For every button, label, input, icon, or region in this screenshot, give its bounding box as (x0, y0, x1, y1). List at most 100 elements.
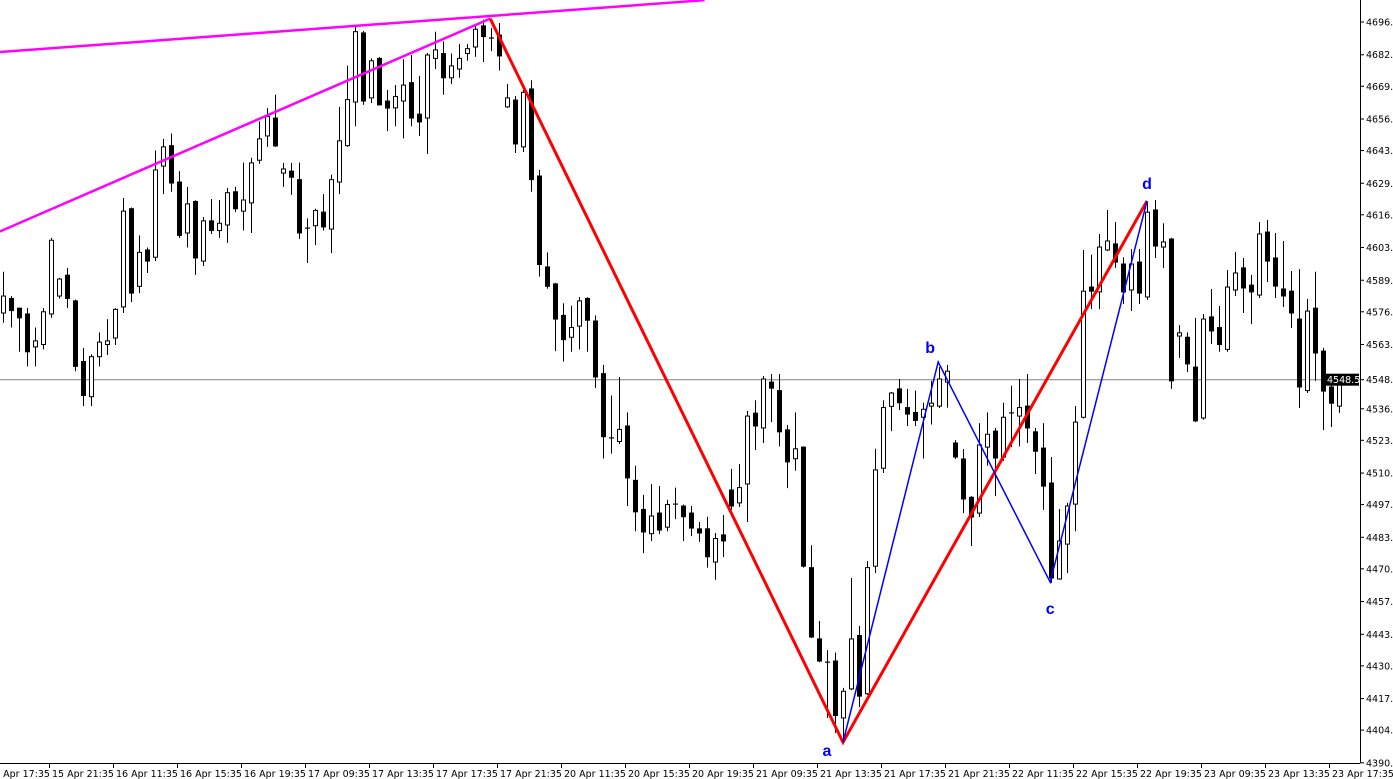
candle-body-bear (377, 57, 382, 106)
trendline (0, 0, 705, 54)
candle (385, 89, 390, 132)
candle-body-bear (65, 274, 70, 299)
candle (681, 504, 686, 541)
candle-body-bear (1265, 231, 1270, 262)
candle (609, 395, 614, 454)
candle-body-bear (9, 297, 14, 312)
candle (953, 440, 958, 459)
candle (481, 19, 486, 63)
candle-body-bull (113, 308, 118, 339)
candle (185, 186, 190, 248)
y-tick-label: 4656.0 (1366, 115, 1393, 126)
candle (369, 58, 374, 103)
candle-body-bear (657, 512, 662, 531)
candle-body-bull (745, 415, 750, 485)
candle (1, 271, 6, 323)
candle (1289, 271, 1294, 329)
candle-body-bear (777, 390, 782, 433)
candle-body-bull (57, 278, 62, 297)
candle-body-bear (961, 458, 966, 500)
candle (177, 171, 182, 238)
candle-body-bear (1153, 209, 1158, 247)
candle-body-bear (857, 635, 862, 697)
candle (665, 499, 670, 532)
x-tick-label: 21 Apr 13:35 (820, 769, 882, 779)
candle-body-bull (1097, 246, 1102, 293)
candle (209, 199, 214, 234)
candle-body-bull (1057, 540, 1062, 580)
candle-body-bear (697, 528, 702, 534)
candle (593, 315, 598, 389)
candle (17, 307, 22, 352)
candle (105, 319, 110, 355)
candle (233, 186, 238, 213)
candle (553, 282, 558, 352)
candle (585, 297, 590, 352)
candle (377, 57, 382, 106)
candle (1041, 423, 1046, 510)
candle-body-bear (993, 430, 998, 459)
candle-body-bear (769, 381, 774, 389)
candle (345, 65, 350, 147)
y-tick-label: 4548.5 (1366, 375, 1393, 386)
candle-body-bear (273, 117, 278, 147)
candle (857, 625, 862, 708)
candle-body-bull (257, 138, 262, 161)
candle (809, 545, 814, 638)
x-tick-label: 21 Apr 17:35 (884, 769, 946, 779)
candle (833, 652, 838, 734)
y-tick-label: 4669.5 (1366, 82, 1393, 93)
candle (769, 374, 774, 423)
candle-body-bear (1049, 482, 1054, 579)
candle-body-bear (145, 249, 150, 262)
candle (721, 515, 726, 557)
candle (537, 169, 542, 277)
trendline (0, 17, 491, 233)
candle (1049, 457, 1054, 583)
candle-body-bull (353, 31, 358, 103)
candle (1033, 427, 1038, 475)
candle (889, 392, 894, 432)
candle (417, 76, 422, 136)
candle-body-bear (1273, 257, 1278, 287)
candle (425, 53, 430, 154)
x-tick-label: 17 Apr 13:35 (372, 769, 434, 779)
candle-body-bull (737, 487, 742, 504)
x-tick-label: 16 Apr 11:35 (116, 769, 178, 779)
candle-body-bear (1281, 288, 1286, 297)
y-tick-label: 4536.5 (1366, 404, 1393, 415)
candle-body-bull (577, 300, 582, 327)
candle-body-bull (241, 199, 246, 212)
candle-body-bull (1, 295, 6, 314)
candle (217, 199, 222, 238)
candle (393, 85, 398, 127)
candle-body-bull (281, 168, 286, 174)
candle (601, 364, 606, 459)
candle-body-bear (833, 660, 838, 717)
candle (1273, 232, 1278, 298)
candle-body-bull (433, 49, 438, 59)
candle-body-bear (481, 25, 486, 38)
candle-body-bull (649, 515, 654, 535)
candle-body-bull (249, 162, 254, 204)
candle-body-bear (809, 567, 814, 638)
candle (433, 31, 438, 70)
candle (529, 80, 534, 192)
candle (1105, 209, 1110, 252)
x-tick-label: 20 Apr 11:35 (564, 769, 626, 779)
current-price-label: 4548.5 (1327, 375, 1360, 386)
candle-body-bull (1305, 310, 1310, 392)
candle-body-bear (1193, 366, 1198, 422)
candle (1241, 257, 1246, 313)
candle-body-bull (929, 402, 934, 407)
candle-body-bear (545, 266, 550, 287)
candle-body-bear (689, 512, 694, 529)
candle (113, 308, 118, 346)
candle (873, 448, 878, 573)
point-label-c: c (1046, 601, 1055, 618)
x-tick-label: 21 Apr 09:35 (756, 769, 818, 779)
candle-body-bear (513, 99, 518, 145)
x-tick-label: 23 Apr 13:35 (1268, 769, 1330, 779)
candle-body-bull (161, 146, 166, 167)
